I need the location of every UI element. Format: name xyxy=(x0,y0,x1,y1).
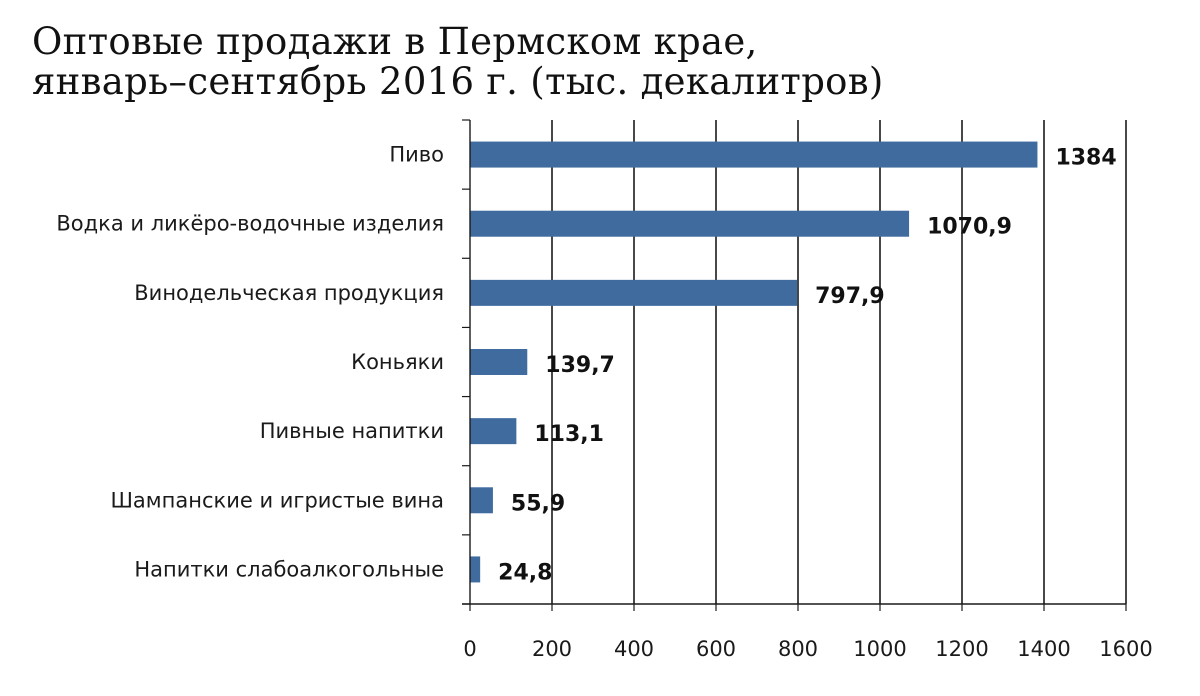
category-label: Пиво xyxy=(389,143,444,167)
category-label: Коньяки xyxy=(351,350,444,374)
data-label: 24,8 xyxy=(498,560,552,585)
data-label: 797,9 xyxy=(815,284,885,309)
x-tick-label: 400 xyxy=(614,637,654,661)
category-label: Винодельческая продукция xyxy=(134,281,444,305)
category-label: Шампанские и игристые вина xyxy=(110,488,444,512)
data-label: 55,9 xyxy=(511,491,565,516)
data-label: 113,1 xyxy=(534,422,604,447)
x-tick-label: 1400 xyxy=(1017,637,1070,661)
x-tick-label: 800 xyxy=(778,637,818,661)
data-label: 1070,9 xyxy=(927,215,1012,240)
category-label: Пивные напитки xyxy=(260,419,444,443)
x-tick-label: 600 xyxy=(696,637,736,661)
bar xyxy=(470,349,528,375)
chart-title-line-1: Оптовые продажи в Пермском крае, xyxy=(32,20,758,63)
data-label: 139,7 xyxy=(545,353,615,378)
bar xyxy=(470,418,517,445)
chart-title: Оптовые продажи в Пермском крае, январь–… xyxy=(32,22,1172,102)
grid-lines xyxy=(551,120,1127,604)
category-label: Напитки слабоалкогольные xyxy=(134,557,444,581)
x-tick-label: 1000 xyxy=(853,637,906,661)
labels: 0 200 400 600 800 1000 1200 1400 1600 Пиво 1384 Вод… xyxy=(56,143,1152,661)
bar xyxy=(470,556,481,583)
x-tick-label: 1200 xyxy=(935,637,988,661)
bars xyxy=(470,141,1038,583)
chart-title-line-2: январь–сентябрь 2016 г. (тыс. декалитров… xyxy=(32,60,884,103)
x-tick-label: 1600 xyxy=(1099,637,1152,661)
axes xyxy=(462,119,1127,611)
bar xyxy=(470,141,1038,168)
data-label: 1384 xyxy=(1055,146,1116,171)
bar xyxy=(470,210,910,237)
x-tick-label: 200 xyxy=(532,637,572,661)
x-tick-label: 0 xyxy=(463,637,476,661)
category-label: Водка и ликёро-водочные изделия xyxy=(56,212,444,236)
bar xyxy=(470,487,493,514)
bar xyxy=(470,279,798,306)
